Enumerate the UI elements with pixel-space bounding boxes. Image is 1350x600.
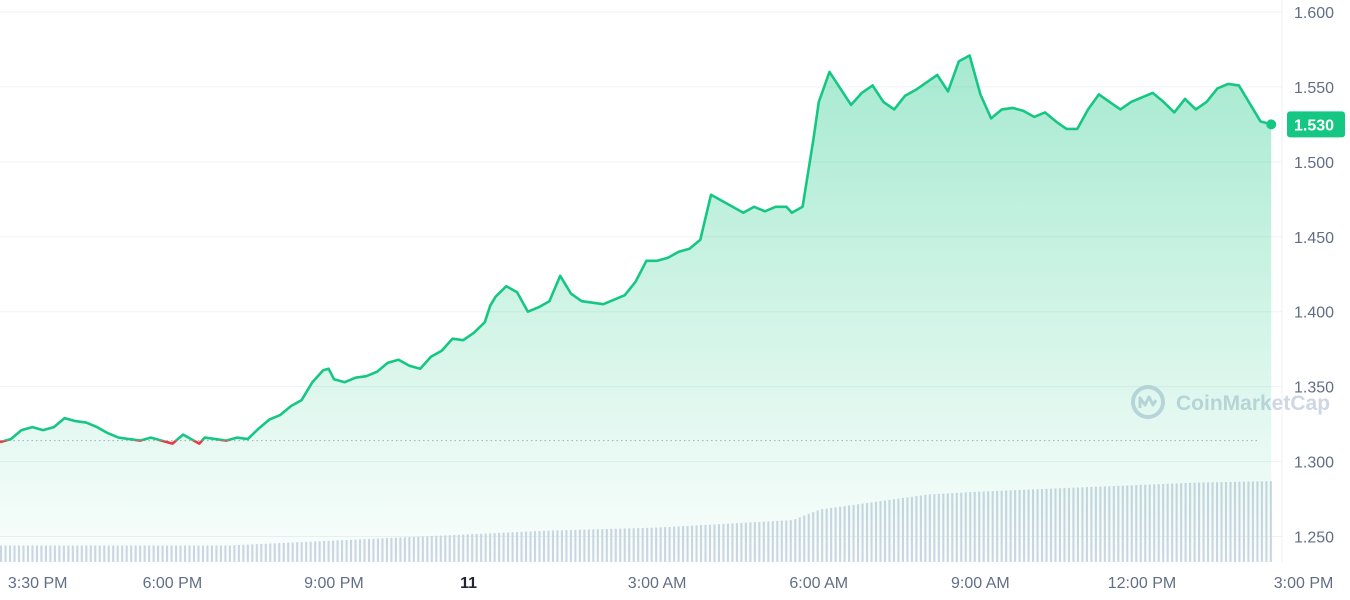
price-line-up xyxy=(0,54,1272,441)
x-tick-label: 9:00 AM xyxy=(951,575,1010,592)
x-tick-label: 12:00 PM xyxy=(1108,575,1176,592)
x-tick-label: 9:00 PM xyxy=(304,575,364,592)
x-tick-label: 6:00 PM xyxy=(143,575,203,592)
y-tick-label: 1.250 xyxy=(1294,530,1334,547)
y-tick-label: 1.300 xyxy=(1294,455,1334,472)
current-price-label: 1.530 xyxy=(1294,117,1334,134)
y-tick-label: 1.550 xyxy=(1294,80,1334,97)
current-price-dot xyxy=(1266,119,1277,130)
y-tick-label: 1.500 xyxy=(1294,155,1334,172)
y-tick-label: 1.600 xyxy=(1294,5,1334,22)
y-tick-label: 1.450 xyxy=(1294,230,1334,247)
current-price-tag-bg xyxy=(1287,111,1345,138)
current-price-tag: 1.530 xyxy=(1287,111,1345,138)
x-tick-label: 3:30 PM xyxy=(8,575,68,592)
y-axis: 1.600 1.550 1.500 1.450 1.400 1.350 1.300 1.250 xyxy=(1294,5,1334,547)
y-tick-label: 1.350 xyxy=(1294,380,1334,397)
x-tick-label: 3:00 PM xyxy=(1274,575,1334,592)
x-tick-label: 6:00 AM xyxy=(789,575,848,592)
x-axis: 3:30 PM 6:00 PM 9:00 PM 11 3:00 AM 6:00 AM 9:0… xyxy=(8,575,1333,592)
y-tick-label: 1.400 xyxy=(1294,305,1334,322)
x-tick-label: 3:00 AM xyxy=(628,575,687,592)
price-area xyxy=(0,55,1272,562)
price-line xyxy=(0,54,1272,445)
x-tick-label: 11 xyxy=(460,575,477,592)
